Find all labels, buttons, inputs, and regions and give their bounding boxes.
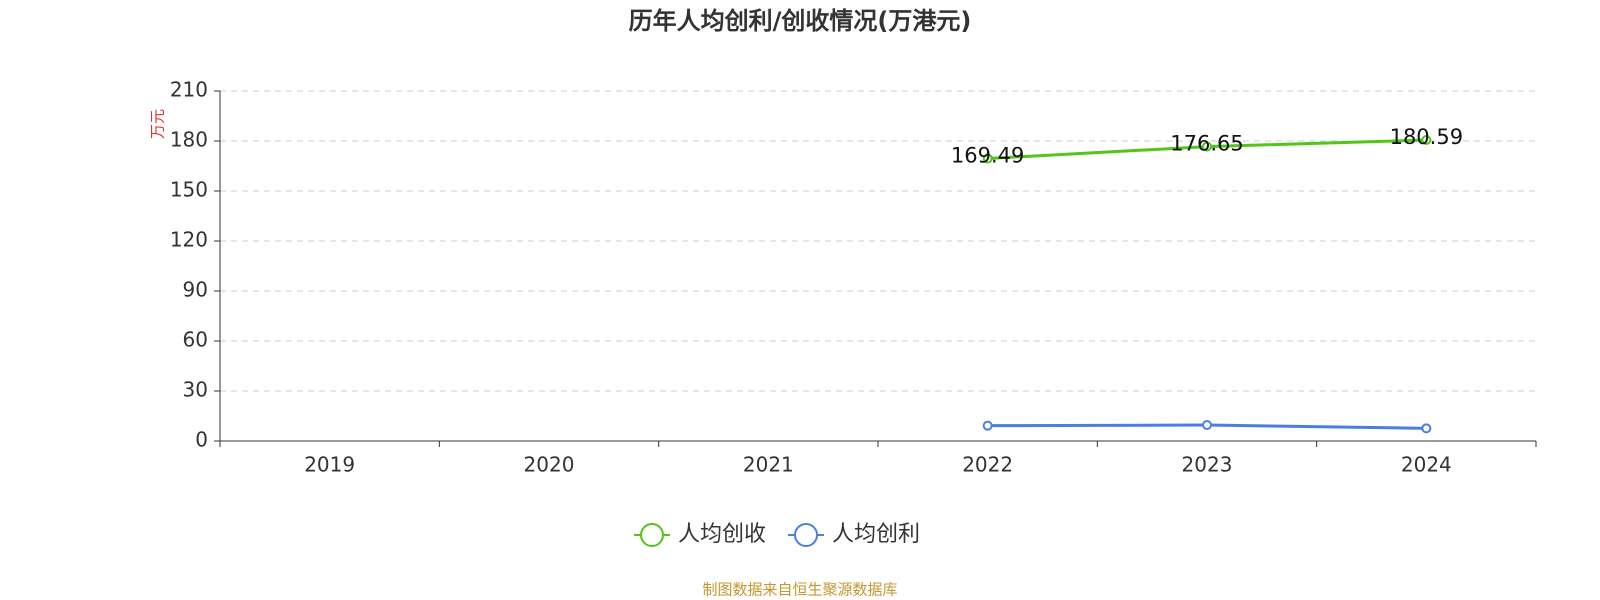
- y-tick-label: 30: [183, 378, 208, 402]
- y-tick-label: 180: [170, 128, 208, 152]
- data-label: 169.49: [951, 144, 1024, 168]
- y-tick-label: 150: [170, 178, 208, 202]
- legend-symbol: [794, 523, 819, 547]
- legend-symbol: [640, 523, 664, 547]
- point: [982, 420, 993, 431]
- data-label: 176.65: [1170, 132, 1243, 156]
- x-tick-label: 2020: [524, 453, 575, 477]
- chart-title: 历年人均创利/创收情况(万港元): [629, 7, 972, 35]
- point: [1202, 420, 1212, 430]
- legend-label[interactable]: 人均创收: [678, 522, 766, 547]
- point: [982, 153, 993, 164]
- y-tick-label: 90: [183, 278, 208, 302]
- x-tick-label: 2023: [1182, 453, 1233, 477]
- legend-label[interactable]: 人均创利: [832, 522, 920, 547]
- point: [1202, 141, 1212, 152]
- y-tick-label: 120: [170, 228, 208, 252]
- data-label: 180.59: [1390, 125, 1463, 149]
- y-tick-label: 0: [195, 428, 208, 452]
- x-tick-label: 2024: [1401, 453, 1452, 477]
- x-tick-label: 2021: [743, 453, 794, 477]
- y-tick-label: 210: [170, 78, 208, 102]
- footer: 制图数据来自恒生聚源数据库: [702, 581, 897, 599]
- x-tick-label: 2022: [962, 453, 1013, 477]
- y-tick-label: 60: [183, 328, 208, 352]
- point: [1421, 423, 1432, 434]
- point: [1421, 135, 1432, 146]
- x-tick-label: 2019: [304, 453, 355, 477]
- y-axis-label: 万元: [149, 109, 167, 139]
